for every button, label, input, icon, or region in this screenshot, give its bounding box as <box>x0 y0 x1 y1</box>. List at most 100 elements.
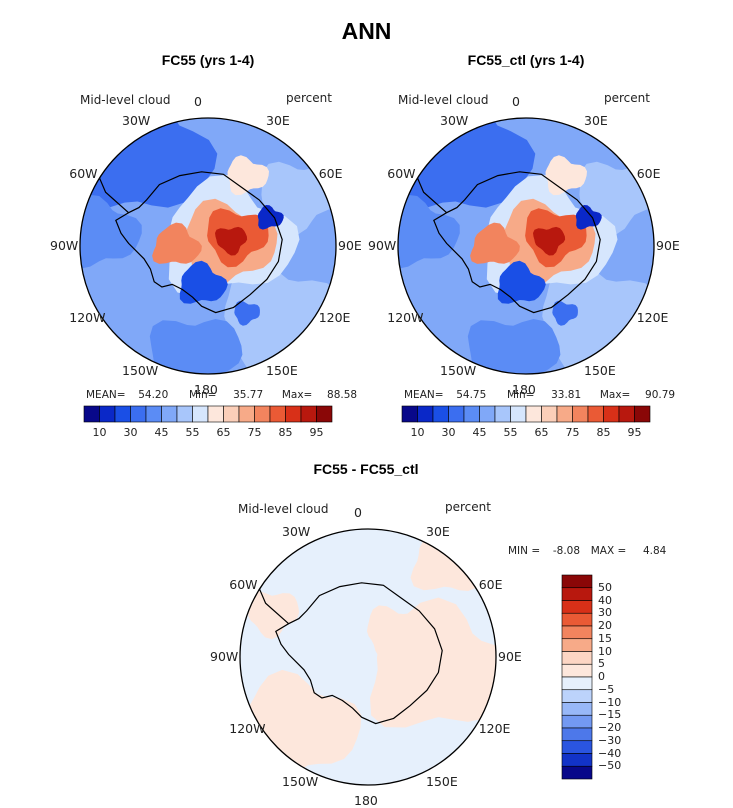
map-border <box>239 528 497 786</box>
colorbar-tick-label: −10 <box>598 695 622 709</box>
panel-title: FC55 (yrs 1-4) <box>161 52 255 68</box>
antarctic-peninsula <box>97 174 130 214</box>
longitude-label: 60E <box>636 166 661 181</box>
min-label: Min= <box>506 389 535 401</box>
antarctica-coastline <box>115 171 283 314</box>
longitude-label: 120E <box>318 310 351 325</box>
colorbar-tick-label: 55 <box>503 426 518 439</box>
field-contour <box>398 118 536 210</box>
colorbar-swatch <box>561 587 593 601</box>
colorbar-swatch <box>561 638 593 652</box>
panel-title: FC55 - FC55_ctl <box>313 461 419 477</box>
colorbar-swatch <box>561 714 593 729</box>
colorbar-tick-label: 95 <box>627 426 642 439</box>
min-label: Min= <box>188 389 217 401</box>
colorbar-swatch <box>561 765 593 780</box>
colorbar-swatch <box>561 651 593 665</box>
longitude-label: 180 <box>512 382 536 397</box>
variable-label: Mid-level cloud <box>80 93 171 107</box>
colorbar-tick-label: 10 <box>410 426 425 439</box>
longitude-label: 150E <box>266 362 298 378</box>
longitude-label: 90W <box>50 238 79 253</box>
colorbar-tick-label: −40 <box>598 746 622 760</box>
mean-label: MEAN= <box>404 389 444 401</box>
field-contour <box>257 205 284 230</box>
longitude-label: 120W <box>69 310 106 325</box>
longitude-label: 0 <box>512 94 520 109</box>
longitude-label: 120W <box>387 310 424 325</box>
colorbar-swatch <box>561 612 593 627</box>
max-value: 90.79 <box>645 389 676 401</box>
colorbar-tick-label: 10 <box>92 426 107 439</box>
colorbar-swatch <box>561 625 593 640</box>
antarctica-coastline <box>275 582 443 725</box>
field-contour <box>367 605 424 661</box>
stats-line: MEAN= 54.20 Min= 35.77 Max= 88.58 <box>86 389 357 401</box>
colorbar-swatch <box>561 676 593 691</box>
units-label: percent <box>445 500 491 514</box>
longitude-label: 90E <box>498 649 522 664</box>
min-value: -8.08 <box>552 545 581 557</box>
field-contour <box>247 591 300 640</box>
colorbar <box>83 405 333 423</box>
colorbar <box>401 405 651 423</box>
longitude-label: 30W <box>282 524 311 540</box>
colorbar-tick-label: −15 <box>598 708 622 722</box>
colorbar-tick-label: 20 <box>598 619 612 632</box>
colorbar-swatch <box>561 600 593 614</box>
longitude-label: 30E <box>426 524 450 540</box>
colorbar-swatch <box>561 574 593 589</box>
field-contour <box>575 205 602 230</box>
colorbar-tick-label: 30 <box>123 426 138 439</box>
longitude-label: 60W <box>229 577 258 592</box>
field-contour <box>552 300 578 326</box>
colorbar-tick-label: 30 <box>441 426 456 439</box>
stats-line: MEAN= 54.75 Min= 33.81 Max= 90.79 <box>404 389 675 401</box>
colorbar-tick-label: 45 <box>154 426 169 439</box>
longitude-label: 30E <box>584 113 608 129</box>
longitude-label: 150W <box>122 362 159 378</box>
longitude-label: 90E <box>338 238 362 253</box>
colorbar-tick-label: −50 <box>598 759 622 773</box>
longitude-label: 150E <box>584 362 616 378</box>
colorbar-swatch <box>634 405 651 423</box>
units-label: percent <box>286 91 332 105</box>
longitude-label: 180 <box>194 382 218 397</box>
colorbar-tick-label: 75 <box>565 426 580 439</box>
colorbar-swatch <box>561 689 593 703</box>
colorbar-tick-label: 45 <box>472 426 487 439</box>
min-label: MIN = <box>508 545 541 557</box>
longitude-label: 30W <box>122 113 151 129</box>
max-value: 88.58 <box>327 389 358 401</box>
colorbar-tick-label: 65 <box>534 426 549 439</box>
longitude-label: 90E <box>656 238 680 253</box>
colorbar-tick-label: 85 <box>596 426 611 439</box>
colorbar-swatch <box>561 663 593 678</box>
mean-value: 54.20 <box>138 389 169 401</box>
colorbar-tick-label: 50 <box>598 580 612 594</box>
variable-label: Mid-level cloud <box>398 93 489 107</box>
colorbar-tick-label: 85 <box>278 426 293 439</box>
map-border <box>397 117 655 375</box>
longitude-label: 120E <box>478 721 511 736</box>
antarctica-coastline <box>433 171 601 314</box>
colorbar-tick-label: 0 <box>598 670 605 683</box>
longitude-label: 150W <box>440 362 477 378</box>
max-label: MAX = <box>590 545 627 557</box>
longitude-label: 150W <box>282 773 319 789</box>
max-label: Max= <box>281 389 313 401</box>
longitude-label: 0 <box>354 505 362 520</box>
colorbar-tick-label: 40 <box>598 593 612 607</box>
panel-title: FC55_ctl (yrs 1-4) <box>467 52 585 68</box>
units-label: percent <box>604 91 650 105</box>
colorbar-swatch <box>316 405 333 423</box>
longitude-label: 60E <box>478 577 503 592</box>
colorbar-swatch <box>561 702 593 716</box>
page-title: ANN <box>341 18 392 44</box>
field-contour <box>179 260 228 304</box>
antarctic-peninsula <box>257 585 290 625</box>
colorbar-swatch <box>561 753 593 767</box>
